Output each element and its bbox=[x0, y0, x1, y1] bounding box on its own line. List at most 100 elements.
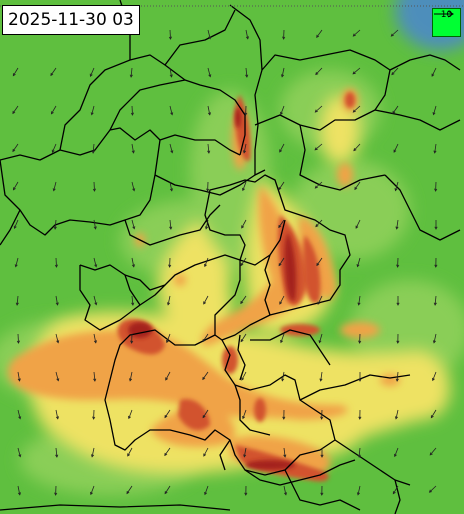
wind-arrow bbox=[207, 143, 211, 154]
wind-arrow bbox=[168, 257, 172, 268]
wind-arrow bbox=[165, 371, 171, 381]
wind-arrow bbox=[169, 219, 173, 230]
wind-arrow bbox=[245, 29, 249, 40]
wind-vector-layer bbox=[12, 29, 438, 496]
wind-arrow bbox=[434, 181, 438, 192]
wind-arrow bbox=[17, 485, 21, 496]
wind-arrow bbox=[202, 409, 209, 419]
wind-arrow bbox=[14, 257, 19, 268]
wind-arrow bbox=[169, 181, 173, 192]
wind-arrow bbox=[204, 485, 209, 496]
wind-arrow bbox=[55, 409, 59, 420]
wind-arrow bbox=[127, 447, 133, 457]
wind-arrow bbox=[431, 67, 437, 77]
wind-arrow bbox=[358, 409, 362, 420]
wind-arrow bbox=[320, 448, 324, 458]
wind-arrow bbox=[55, 295, 59, 306]
wind-arrow bbox=[392, 105, 399, 115]
wind-arrow bbox=[50, 67, 57, 77]
wind-arrow bbox=[396, 257, 400, 268]
wind-arrow bbox=[281, 67, 285, 78]
wind-arrow bbox=[432, 105, 437, 116]
wind-arrow bbox=[315, 219, 323, 228]
wind-arrow bbox=[394, 181, 399, 192]
wind-arrow bbox=[17, 409, 22, 420]
wind-arrow bbox=[314, 181, 323, 189]
wind-arrow bbox=[280, 105, 285, 116]
wind-arrow bbox=[131, 143, 135, 154]
wind-arrow bbox=[52, 181, 57, 192]
wind-arrow bbox=[169, 67, 173, 78]
wind-arrow bbox=[352, 105, 361, 113]
wind-arrow bbox=[278, 257, 285, 267]
wind-arrow bbox=[202, 371, 209, 381]
wind-arrow bbox=[89, 67, 95, 77]
wind-arrow bbox=[433, 295, 437, 306]
wind-arrow bbox=[243, 447, 247, 458]
wind-arrow bbox=[280, 333, 285, 344]
wind-arrow bbox=[242, 181, 247, 192]
wind-arrow bbox=[164, 485, 171, 495]
wind-arrow bbox=[12, 105, 19, 115]
wind-arrow bbox=[206, 181, 210, 192]
wind-arrow bbox=[93, 219, 97, 230]
wind-arrow bbox=[358, 372, 362, 382]
wind-arrow bbox=[428, 485, 437, 493]
wind-arrow bbox=[390, 29, 399, 37]
wind-arrow bbox=[396, 333, 400, 344]
wind-arrow bbox=[17, 371, 21, 382]
wind-arrow bbox=[357, 447, 361, 458]
wind-arrow bbox=[392, 485, 399, 495]
wind-arrow bbox=[130, 105, 134, 116]
wind-arrow bbox=[432, 333, 437, 344]
wind-arrow bbox=[352, 29, 361, 37]
wind-arrow bbox=[434, 220, 438, 230]
wind-arrow bbox=[91, 447, 95, 458]
wind-reference-legend: 10 bbox=[432, 8, 461, 37]
wind-arrow bbox=[316, 29, 323, 38]
wind-arrow bbox=[434, 257, 438, 268]
wind-arrow bbox=[164, 409, 171, 419]
wind-arrow bbox=[429, 447, 437, 456]
wind-arrow bbox=[319, 371, 323, 382]
wind-arrow bbox=[391, 67, 399, 76]
wind-arrow bbox=[128, 409, 133, 420]
wind-arrow bbox=[396, 296, 400, 306]
wind-arrow bbox=[54, 485, 58, 496]
wind-arrow bbox=[129, 371, 133, 382]
wind-arrow bbox=[207, 29, 212, 40]
wind-arrow bbox=[314, 143, 323, 151]
wind-arrow bbox=[167, 295, 171, 306]
wind-arrow bbox=[202, 333, 209, 343]
wind-arrow bbox=[355, 219, 361, 229]
wind-arrow bbox=[356, 257, 361, 268]
wind-arrow bbox=[131, 295, 135, 306]
wind-arrow bbox=[395, 219, 399, 230]
wind-arrow bbox=[12, 181, 19, 191]
wind-arrow bbox=[316, 257, 323, 267]
wind-arrow bbox=[131, 219, 136, 230]
wind-arrow bbox=[16, 333, 20, 344]
wind-arrow bbox=[17, 447, 22, 458]
wind-arrow bbox=[278, 181, 285, 191]
wind-arrow bbox=[169, 143, 174, 154]
wind-arrow bbox=[394, 409, 399, 420]
wind-arrow bbox=[282, 409, 286, 420]
wind-arrow bbox=[278, 219, 285, 229]
wind-arrow bbox=[432, 371, 437, 382]
wind-arrow bbox=[318, 333, 323, 344]
wind-arrow bbox=[314, 105, 323, 113]
wind-arrow bbox=[354, 181, 361, 191]
wind-arrow bbox=[131, 257, 135, 268]
wind-arrow bbox=[353, 143, 361, 152]
wind-arrow bbox=[430, 409, 437, 419]
wind-arrow bbox=[241, 371, 247, 381]
wind-arrow bbox=[241, 219, 247, 229]
wind-arrow bbox=[244, 485, 248, 496]
wind-arrow bbox=[93, 257, 98, 268]
wind-arrow bbox=[168, 29, 172, 40]
wind-arrow bbox=[207, 105, 211, 116]
wind-arrow bbox=[315, 67, 323, 76]
